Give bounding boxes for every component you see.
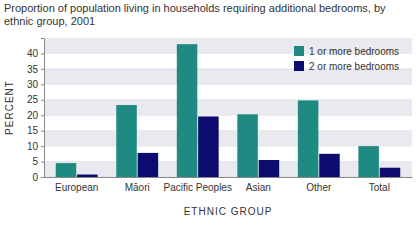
x-tick-label: Asian	[246, 182, 271, 193]
grid-line	[44, 99, 412, 100]
y-tick-label: 30	[27, 79, 39, 90]
legend-swatch	[294, 46, 304, 56]
x-axis: European Māori Pacific Peoples Asian Other To…	[45, 177, 413, 193]
y-tick-label: 35	[27, 64, 39, 75]
x-tick: Asian	[246, 177, 271, 193]
x-tick-label: Other	[306, 182, 332, 193]
grid-line	[44, 115, 412, 116]
y-tick-mark	[41, 69, 44, 70]
y-axis-line	[41, 39, 45, 178]
y-tick: 40	[27, 48, 44, 59]
y-tick-mark	[41, 146, 44, 147]
x-tick-label: Total	[369, 182, 390, 193]
legend-swatch	[294, 61, 304, 71]
x-tick: Other	[306, 177, 332, 193]
y-tick-label: 5	[32, 156, 38, 167]
grid-line	[44, 130, 412, 131]
grid-band	[44, 131, 412, 146]
y-tick: 15	[27, 125, 44, 136]
bar	[319, 154, 340, 177]
legend-label: 1 or more bedrooms	[309, 46, 399, 57]
legend-item: 1 or more bedrooms	[294, 46, 399, 57]
legend-label: 2 or more bedrooms	[309, 61, 399, 72]
grid-band	[44, 162, 412, 177]
y-tick-mark	[41, 131, 44, 132]
y-tick: 10	[27, 141, 44, 152]
x-tick-label: Māori	[125, 182, 150, 193]
y-tick-mark	[41, 115, 44, 116]
x-tick: Māori	[125, 177, 150, 193]
y-tick-mark	[41, 84, 44, 85]
y-tick-mark	[41, 100, 44, 101]
grid-line	[44, 161, 412, 162]
bar	[298, 100, 319, 177]
y-tick: 5	[32, 156, 44, 167]
y-tick-mark	[41, 162, 44, 163]
y-tick-label: 0	[32, 172, 38, 183]
x-tick-label: European	[55, 182, 98, 193]
grid-line	[44, 177, 412, 178]
grid-line	[44, 84, 412, 85]
legend-item: 2 or more bedrooms	[294, 61, 399, 72]
bar	[358, 146, 379, 177]
x-axis-title: ETHNIC GROUP	[184, 206, 273, 217]
x-tick: Total	[369, 177, 390, 193]
y-tick-label: 40	[27, 48, 39, 59]
y-tick-mark	[41, 53, 44, 54]
grid-band	[44, 100, 412, 115]
y-tick: 35	[27, 64, 44, 75]
grid-line	[44, 146, 412, 147]
bar	[116, 105, 137, 177]
bar	[138, 153, 159, 177]
y-tick: 20	[27, 110, 44, 121]
chart: Proportion of population living in house…	[0, 0, 420, 247]
y-tick-label: 25	[27, 94, 39, 105]
x-tick-label: Pacific Peoples	[164, 182, 232, 193]
bar	[77, 175, 98, 177]
y-tick: 30	[27, 79, 44, 90]
y-tick: 25	[27, 94, 44, 105]
x-axis-line	[45, 177, 413, 178]
bar	[237, 114, 258, 177]
plot: 0 5 10 15 20 25 30 35 40 European Māori Pacific Peo…	[27, 38, 413, 193]
y-tick-label: 15	[27, 125, 39, 136]
x-tick: European	[55, 177, 98, 193]
bar	[177, 44, 198, 177]
y-tick: 0	[32, 172, 44, 183]
bars	[56, 44, 401, 177]
y-tick-label: 20	[27, 110, 39, 121]
y-axis: 0 5 10 15 20 25 30 35 40	[27, 39, 45, 183]
title: Proportion of population living in house…	[4, 2, 386, 27]
bar	[259, 160, 280, 177]
bar	[198, 116, 219, 177]
x-tick: Pacific Peoples	[164, 177, 232, 193]
bar	[56, 163, 77, 177]
y-tick-mark	[41, 177, 44, 178]
y-tick-label: 10	[27, 141, 39, 152]
bar	[380, 168, 401, 177]
legend: 1 or more bedrooms 2 or more bedrooms	[294, 46, 399, 72]
y-axis-title: PERCENT	[4, 80, 15, 135]
